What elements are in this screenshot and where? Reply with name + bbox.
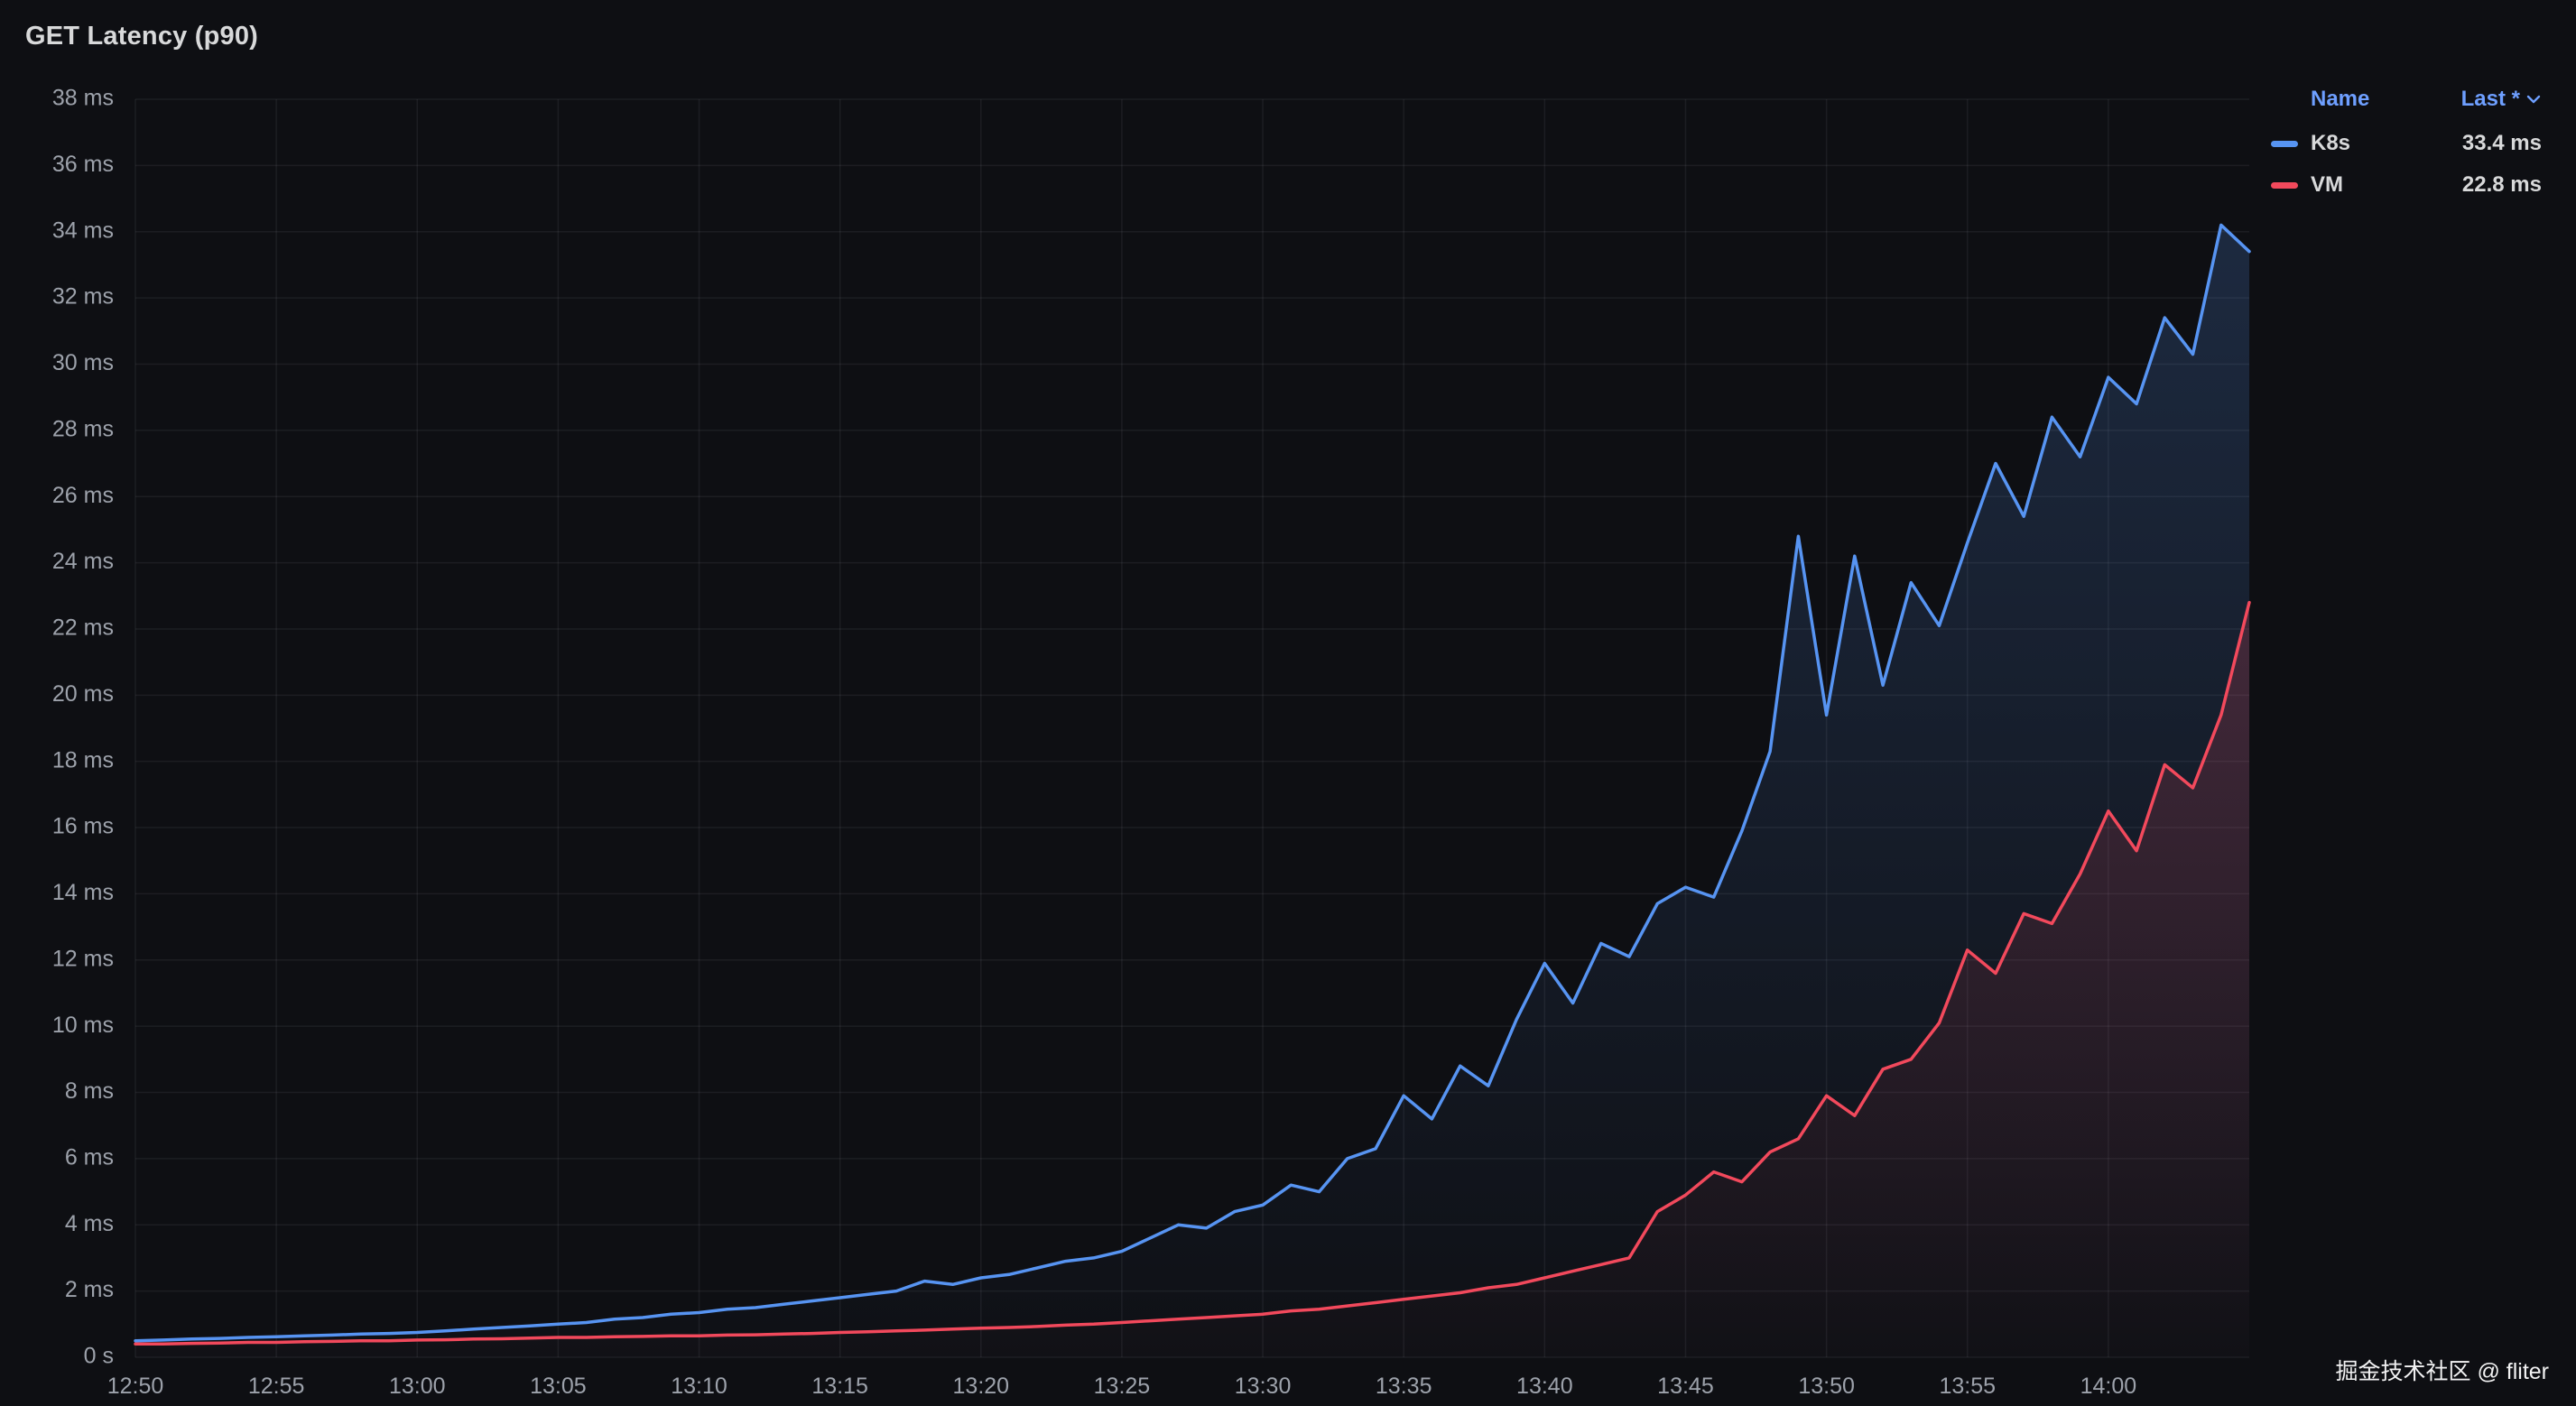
watermark: 掘金技术社区 @ fliter	[2335, 1359, 2550, 1384]
x-tick-label: 13:15	[811, 1374, 868, 1399]
y-tick-label: 12 ms	[52, 946, 114, 971]
x-tick-label: 12:55	[248, 1374, 305, 1399]
x-tick-label: 13:05	[530, 1374, 587, 1399]
legend-header: Name Last *	[2271, 83, 2542, 123]
x-tick-label: 13:25	[1094, 1374, 1151, 1399]
legend-series-name: VM	[2311, 172, 2343, 197]
legend-sort-last-label: Last *	[2460, 87, 2520, 111]
legend-series-color-vm	[2271, 181, 2298, 189]
y-tick-label: 34 ms	[52, 217, 114, 243]
x-tick-label: 13:20	[953, 1374, 1010, 1399]
series-area-vm	[135, 602, 2249, 1357]
y-tick-label: 14 ms	[52, 880, 114, 905]
legend-sort-last[interactable]: Last *	[2461, 88, 2542, 110]
chevron-down-icon	[2526, 95, 2541, 104]
y-tick-label: 6 ms	[65, 1145, 114, 1170]
legend: Name Last * K8s 33.4 ms VM 22.8 ms	[2271, 83, 2542, 206]
x-tick-label: 13:50	[1798, 1374, 1855, 1399]
legend-sort-name[interactable]: Name	[2311, 87, 2370, 111]
series-line-k8s	[134, 223, 2251, 1343]
y-tick-label: 38 ms	[52, 86, 114, 111]
legend-series-name: K8s	[2311, 131, 2351, 155]
y-tick-label: 4 ms	[65, 1211, 114, 1236]
x-tick-label: 14:00	[2080, 1374, 2137, 1399]
y-tick-label: 20 ms	[52, 681, 114, 707]
x-tick-label: 13:30	[1235, 1374, 1292, 1399]
legend-series-value: 33.4 ms	[2461, 131, 2542, 155]
y-tick-label: 8 ms	[65, 1078, 114, 1104]
x-tick-label: 13:45	[1657, 1374, 1714, 1399]
x-tick-label: 13:35	[1376, 1374, 1432, 1399]
x-tick-label: 12:50	[107, 1374, 164, 1399]
y-tick-label: 24 ms	[52, 549, 114, 574]
y-tick-label: 36 ms	[52, 152, 114, 177]
series-area-k8s	[135, 225, 2249, 1357]
x-tick-label: 13:55	[1939, 1374, 1996, 1399]
y-tick-label: 32 ms	[52, 284, 114, 310]
y-tick-label: 26 ms	[52, 483, 114, 508]
y-tick-label: 18 ms	[52, 747, 114, 772]
legend-row-k8s[interactable]: K8s 33.4 ms	[2271, 123, 2542, 164]
legend-series-value: 22.8 ms	[2461, 172, 2542, 197]
x-tick-label: 13:10	[671, 1374, 727, 1399]
legend-row-vm[interactable]: VM 22.8 ms	[2271, 164, 2542, 206]
y-tick-label: 28 ms	[52, 416, 114, 441]
y-tick-label: 10 ms	[52, 1013, 114, 1038]
x-tick-label: 13:00	[389, 1374, 446, 1399]
y-tick-label: 16 ms	[52, 814, 114, 839]
y-tick-label: 22 ms	[52, 615, 114, 641]
legend-series-color-k8s	[2271, 140, 2298, 147]
series-line-vm	[134, 600, 2251, 1346]
y-tick-label: 2 ms	[65, 1277, 114, 1302]
x-tick-label: 13:40	[1516, 1374, 1573, 1399]
panel-title: GET Latency (p90)	[25, 22, 259, 51]
y-tick-label: 0 s	[84, 1344, 114, 1369]
y-tick-label: 30 ms	[52, 350, 114, 375]
